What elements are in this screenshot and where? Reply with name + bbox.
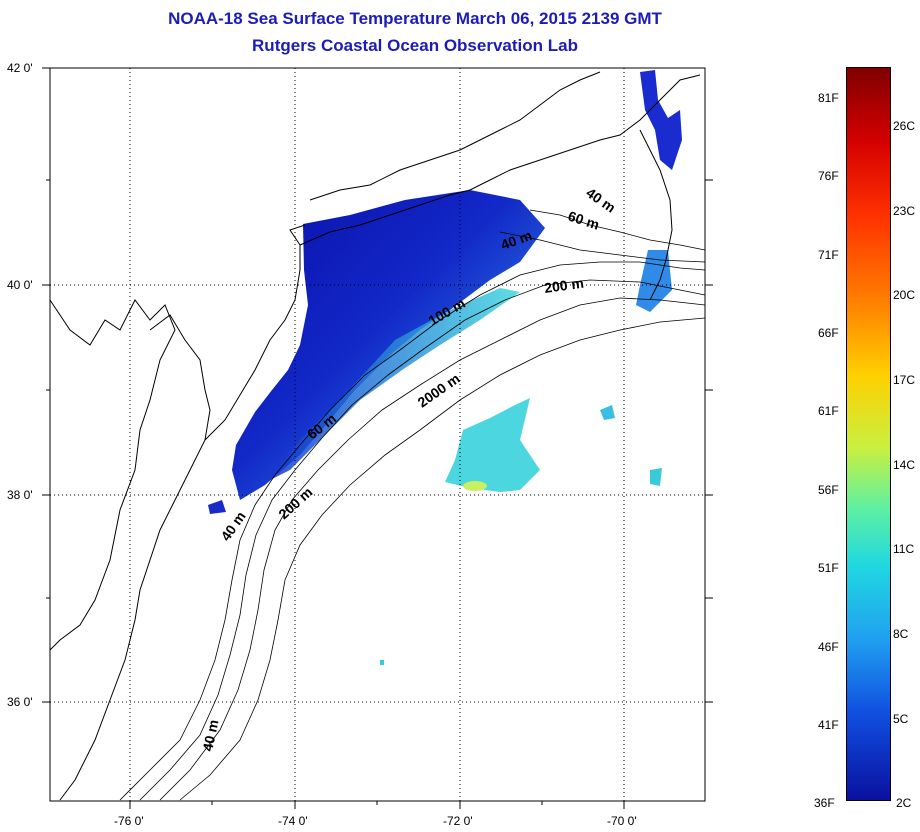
colorbar-f-label: 76F — [818, 169, 839, 183]
lon-tick-label: -72 0' — [443, 814, 473, 828]
contour-label: 2000 m — [415, 370, 463, 410]
lat-tick-label: 38 0' — [7, 488, 33, 502]
bathymetry-contours — [119, 209, 706, 801]
colorbar-c-label: 2C — [896, 796, 912, 810]
contour-label: 200 m — [543, 275, 585, 296]
colorbar-c-label: 5C — [893, 712, 909, 726]
map-title: NOAA-18 Sea Surface Temperature March 06… — [168, 9, 662, 28]
map-frame — [49, 67, 706, 802]
lat-tick-label: 40 0' — [7, 278, 33, 292]
colorbar-f-label: 36F — [814, 796, 835, 810]
colorbar-c-label: 23C — [893, 204, 916, 218]
colorbar-f-label: 71F — [818, 248, 839, 262]
colorbar-f-label: 61F — [818, 404, 839, 418]
colorbar-f-label: 81F — [818, 91, 839, 105]
colorbar-f-label: 46F — [818, 640, 839, 654]
lat-tick-label: 36 0' — [7, 695, 33, 709]
lon-tick-label: -70 0' — [607, 814, 637, 828]
map-ticks — [42, 67, 713, 809]
graticule — [50, 68, 705, 801]
colorbar-f-label: 56F — [818, 483, 839, 497]
colorbar — [846, 67, 891, 801]
lon-tick-label: -74 0' — [278, 814, 308, 828]
coastline — [49, 71, 701, 801]
sst-data-field — [208, 70, 682, 665]
colorbar-c-label: 8C — [893, 627, 909, 641]
lon-tick-label: -76 0' — [114, 814, 144, 828]
colorbar-c-label: 11C — [893, 542, 915, 556]
contour-label: 40 m — [199, 718, 221, 753]
map-subtitle: Rutgers Coastal Ocean Observation Lab — [252, 36, 578, 55]
colorbar-c-label: 14C — [893, 458, 916, 472]
contour-label: 40 m — [583, 184, 618, 215]
contour-label: 40 m — [217, 508, 248, 543]
sst-coastal-water — [232, 190, 545, 500]
sst-gulf-of-maine-water — [640, 70, 682, 170]
sst-warm-spot — [463, 481, 487, 491]
colorbar-c-label: 17C — [893, 373, 916, 387]
colorbar-f-label: 41F — [818, 718, 839, 732]
colorbar-f-label: 51F — [818, 561, 839, 575]
colorbar-c-label: 26C — [893, 119, 916, 133]
contour-label: 60 m — [566, 208, 601, 233]
sst-offshore-patch — [445, 398, 540, 492]
colorbar-c-label: 20C — [893, 288, 916, 302]
lat-tick-label: 42 0' — [7, 61, 33, 75]
colorbar-f-label: 66F — [818, 326, 839, 340]
